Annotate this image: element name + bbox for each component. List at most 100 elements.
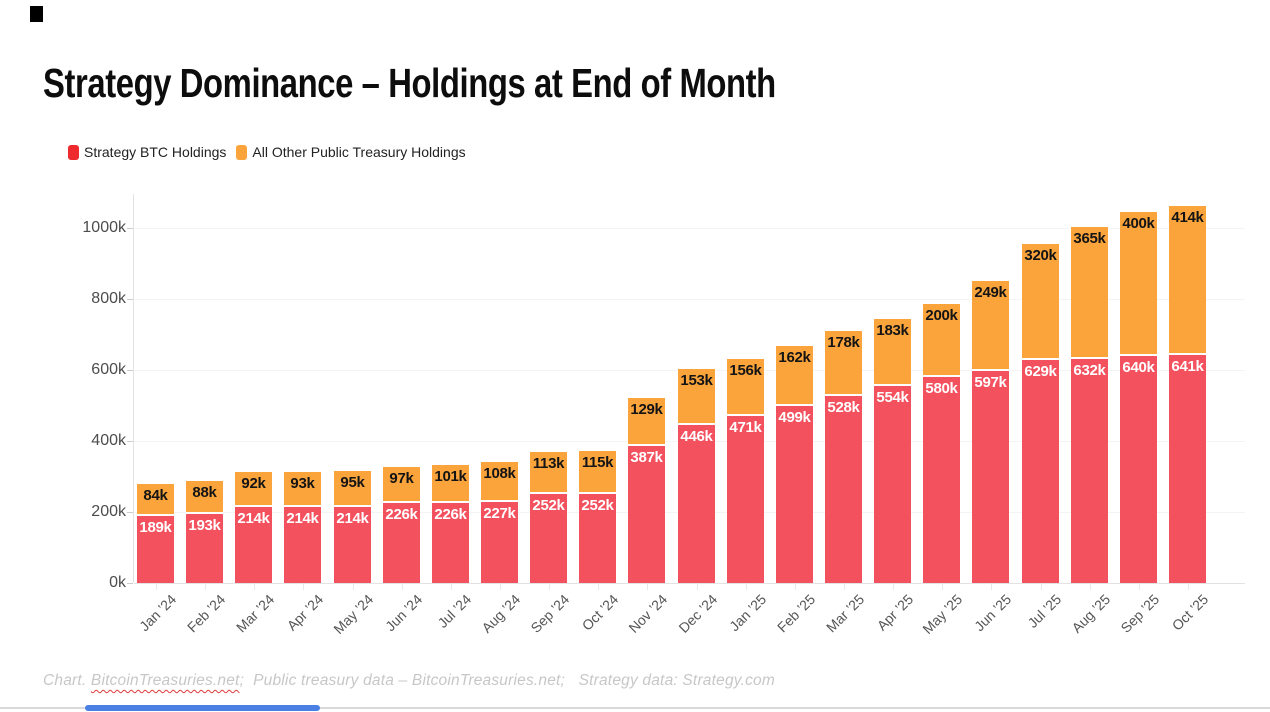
x-tick-mark xyxy=(1090,583,1091,590)
segment-divider xyxy=(579,492,616,494)
bar-value-label-others: 320k xyxy=(1024,247,1057,264)
bar-segment-others: 97k xyxy=(383,467,420,501)
bar-segment-strategy: 387k xyxy=(628,446,665,583)
segment-divider xyxy=(825,394,862,396)
x-tick-mark xyxy=(500,583,501,590)
bar-group: 162k 499k xyxy=(776,346,813,583)
bar-segment-others: 95k xyxy=(334,471,371,505)
bar-value-label-strategy: 632k xyxy=(1073,362,1106,379)
bar-segment-others: 92k xyxy=(235,472,272,505)
x-tick-mark xyxy=(451,583,452,590)
segment-divider xyxy=(776,404,813,406)
x-tick-mark xyxy=(991,583,992,590)
x-tick-mark xyxy=(156,583,157,590)
y-tick-label: 1000k xyxy=(82,219,126,236)
x-tick-mark xyxy=(598,583,599,590)
bar-group: 97k 226k xyxy=(383,467,420,583)
segment-divider xyxy=(1022,358,1059,360)
bar-group: 108k 227k xyxy=(481,462,518,583)
bar-segment-others: 200k xyxy=(923,304,960,375)
bar-value-label-others: 97k xyxy=(389,470,414,487)
segment-divider xyxy=(137,514,174,516)
x-tick-mark xyxy=(942,583,943,590)
bar-value-label-strategy: 193k xyxy=(188,517,221,534)
bar-value-label-strategy: 641k xyxy=(1171,358,1204,375)
segment-divider xyxy=(334,505,371,507)
bar-value-label-strategy: 499k xyxy=(778,409,811,426)
y-tick-mark xyxy=(127,370,133,371)
bar-value-label-others: 113k xyxy=(532,455,565,472)
x-tick-mark xyxy=(746,583,747,590)
bar-group: 84k 189k xyxy=(137,484,174,583)
bar-value-label-strategy: 597k xyxy=(974,374,1007,391)
bar-segment-strategy: 226k xyxy=(383,503,420,583)
bar-segment-others: 365k xyxy=(1071,227,1108,357)
x-tick-mark xyxy=(549,583,550,590)
x-tick-mark xyxy=(1188,583,1189,590)
bar-segment-strategy: 499k xyxy=(776,406,813,583)
bar-group: 101k 226k xyxy=(432,465,469,583)
x-tick-mark xyxy=(893,583,894,590)
x-tick-mark xyxy=(402,583,403,590)
bottom-divider xyxy=(0,707,1270,709)
y-tick-label: 600k xyxy=(91,361,126,378)
bar-group: 249k 597k xyxy=(972,281,1009,583)
legend-swatch-icon xyxy=(68,144,79,160)
bar-segment-strategy: 214k xyxy=(284,507,321,583)
bar-value-label-strategy: 446k xyxy=(680,428,713,445)
bar-segment-strategy: 640k xyxy=(1120,356,1157,583)
legend-item: All Other Public Treasury Holdings xyxy=(236,143,466,161)
bar-value-label-strategy: 226k xyxy=(434,506,467,523)
legend: Strategy BTC Holdings All Other Public Tr… xyxy=(68,143,466,161)
bar-value-label-strategy: 629k xyxy=(1024,363,1057,380)
bar-segment-others: 183k xyxy=(874,319,911,384)
y-gridline xyxy=(134,299,1245,300)
bar-segment-others: 113k xyxy=(530,452,567,492)
page-title: Strategy Dominance – Holdings at End of … xyxy=(43,60,776,106)
bar-value-label-strategy: 640k xyxy=(1122,359,1155,376)
x-tick-mark xyxy=(1041,583,1042,590)
bar-value-label-others: 200k xyxy=(925,307,958,324)
segment-divider xyxy=(383,501,420,503)
x-tick-mark xyxy=(795,583,796,590)
bar-value-label-others: 101k xyxy=(434,468,467,485)
bar-segment-strategy: 597k xyxy=(972,371,1009,583)
segment-divider xyxy=(186,512,223,514)
x-tick-mark xyxy=(1139,583,1140,590)
bar-value-label-others: 115k xyxy=(581,454,614,471)
bar-group: 93k 214k xyxy=(284,472,321,583)
bar-group: 95k 214k xyxy=(334,471,371,583)
footer-credit-prefix: Chart. xyxy=(43,672,91,689)
bar-group: 92k 214k xyxy=(235,472,272,583)
legend-swatch-icon xyxy=(236,144,248,160)
footer-credit: Chart. BitcoinTreasuries.net; Public tre… xyxy=(43,672,775,690)
bar-value-label-others: 156k xyxy=(729,362,762,379)
bar-value-label-others: 178k xyxy=(827,334,860,351)
bar-segment-strategy: 193k xyxy=(186,514,223,583)
bar-group: 113k 252k xyxy=(530,452,567,583)
bar-value-label-strategy: 471k xyxy=(729,419,762,436)
bar-value-label-others: 162k xyxy=(778,349,811,366)
bar-segment-strategy: 629k xyxy=(1022,360,1059,583)
x-tick-mark xyxy=(254,583,255,590)
footer-credit-link: BitcoinTreasuries.net xyxy=(90,672,240,689)
bar-group: 320k 629k xyxy=(1022,244,1059,583)
bar-value-label-strategy: 252k xyxy=(581,497,614,514)
bar-segment-others: 320k xyxy=(1022,244,1059,358)
bar-value-label-others: 249k xyxy=(974,284,1007,301)
footer-credit-rest: ; Public treasury data – BitcoinTreasuri… xyxy=(239,672,775,689)
bar-value-label-strategy: 580k xyxy=(925,380,958,397)
legend-item: Strategy BTC Holdings xyxy=(68,143,226,161)
bar-value-label-strategy: 214k xyxy=(336,510,369,527)
segment-divider xyxy=(235,505,272,507)
bar-value-label-others: 88k xyxy=(192,484,217,501)
x-tick-mark xyxy=(844,583,845,590)
bar-value-label-others: 153k xyxy=(680,372,713,389)
segment-divider xyxy=(1071,357,1108,359)
bar-segment-others: 115k xyxy=(579,451,616,492)
bar-segment-strategy: 641k xyxy=(1169,355,1206,583)
video-progress-bar[interactable] xyxy=(85,705,320,711)
bar-segment-others: 162k xyxy=(776,346,813,404)
